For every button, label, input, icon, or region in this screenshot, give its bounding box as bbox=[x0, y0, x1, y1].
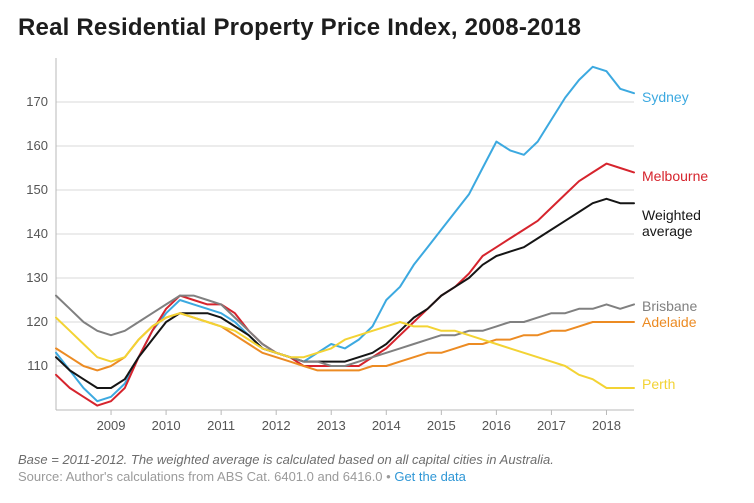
y-tick-label: 160 bbox=[26, 138, 48, 153]
get-the-data-link[interactable]: Get the data bbox=[394, 469, 466, 484]
x-tick-label: 2016 bbox=[482, 418, 511, 433]
x-tick-label: 2012 bbox=[262, 418, 291, 433]
series-label-brisbane: Brisbane bbox=[642, 298, 697, 314]
y-tick-label: 140 bbox=[26, 226, 48, 241]
x-tick-label: 2013 bbox=[317, 418, 346, 433]
y-tick-label: 120 bbox=[26, 314, 48, 329]
line-chart-svg: 110 120 130 140 150 160 170 2009 2010 2011 2012 201… bbox=[16, 48, 740, 444]
y-tick-label: 130 bbox=[26, 270, 48, 285]
chart-area: 110 120 130 140 150 160 170 2009 2010 2011 2012 201… bbox=[16, 48, 740, 444]
figure-root: Real Residential Property Price Index, 2… bbox=[0, 0, 754, 503]
source-text: Source: Author's calculations from ABS C… bbox=[18, 469, 394, 484]
chart-source: Source: Author's calculations from ABS C… bbox=[18, 469, 744, 484]
chart-footnote: Base = 2011-2012. The weighted average i… bbox=[18, 452, 744, 467]
y-tick-label: 150 bbox=[26, 182, 48, 197]
x-tick-label: 2009 bbox=[97, 418, 126, 433]
x-tick-label: 2015 bbox=[427, 418, 456, 433]
chart-title: Real Residential Property Price Index, 2… bbox=[18, 14, 744, 42]
y-tick-label: 110 bbox=[27, 358, 48, 373]
series-label-perth: Perth bbox=[642, 376, 675, 392]
x-tick-label: 2011 bbox=[207, 418, 235, 433]
x-tick-label: 2010 bbox=[152, 418, 181, 433]
y-tick-label: 170 bbox=[26, 94, 48, 109]
x-tick-label: 2018 bbox=[592, 418, 621, 433]
series-label-melbourne: Melbourne bbox=[642, 168, 708, 184]
x-tick-label: 2014 bbox=[372, 418, 401, 433]
series-label-weighted-average: Weighted average bbox=[642, 207, 701, 239]
series-label-adelaide: Adelaide bbox=[642, 314, 697, 330]
x-tick-label: 2017 bbox=[537, 418, 566, 433]
series-label-sydney: Sydney bbox=[642, 89, 689, 105]
